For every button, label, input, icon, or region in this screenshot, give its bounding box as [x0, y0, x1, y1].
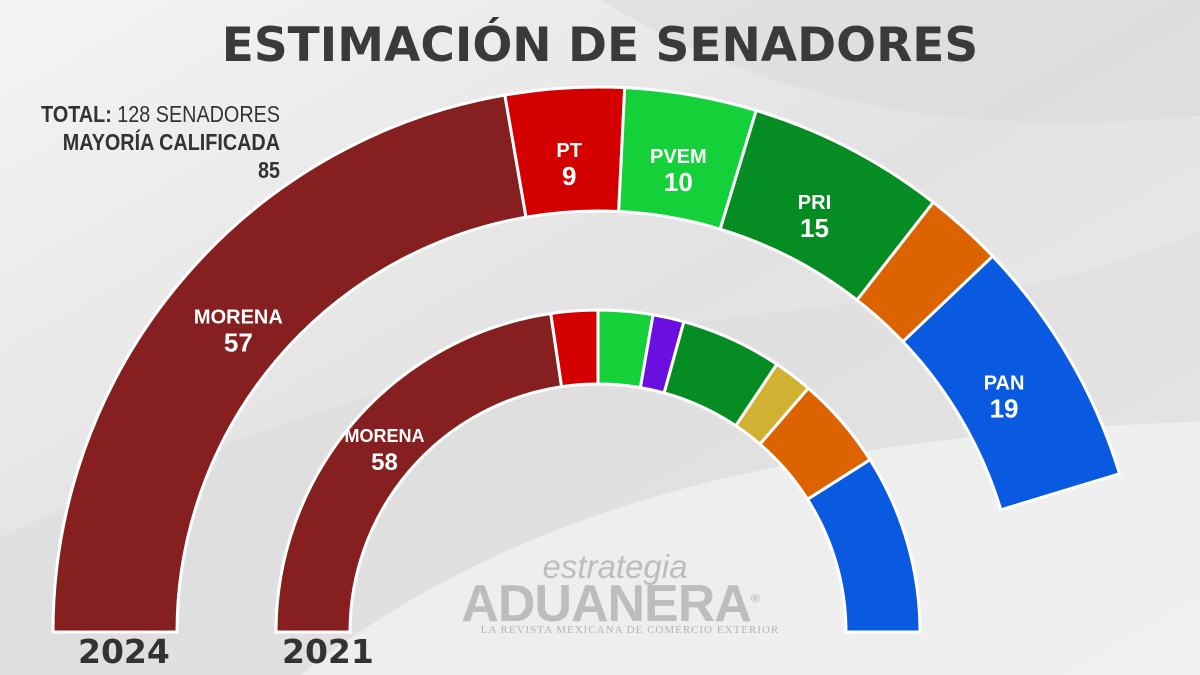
year-label-2021: 2021 [282, 632, 374, 671]
segment-2021-party-7 [805, 457, 922, 634]
segment-value-2024-pvem: 10 [664, 167, 693, 197]
segment-value-2024-pt: 9 [562, 161, 576, 191]
logo-main-text: ADUANERA® [430, 574, 790, 634]
chart-title: ESTIMACIÓN DE SENADORES [221, 18, 979, 73]
segment-2024-pan [900, 254, 1122, 512]
segment-label-2024-pan: PAN [984, 372, 1025, 394]
logo-wordmark: ADUANERA [461, 575, 752, 633]
segment-label-2024-pvem: PVEM [650, 146, 707, 168]
total-line: TOTAL: 128 SENADORES [39, 100, 280, 128]
segment-value-2024-pri: 15 [800, 213, 829, 243]
registered-mark: ® [750, 591, 760, 606]
segment-label-2024-pri: PRI [798, 192, 831, 214]
segment-value-2024-morena: 57 [224, 327, 253, 357]
majority-line: MAYORÍA CALIFICADA 85 [62, 129, 281, 183]
seat-info: TOTAL: 128 SENADORES MAYORÍA CALIFICADA … [39, 100, 280, 184]
segment-label-2024-morena: MORENA [194, 306, 283, 328]
segment-value-2021-morena: 58 [371, 449, 398, 476]
brand-logo: estrategia ADUANERA® LA REVISTA MEXICANA… [430, 548, 790, 638]
year-label-2024: 2024 [78, 632, 170, 671]
segment-2024-morena [51, 93, 528, 634]
total-label: TOTAL: [41, 101, 112, 127]
logo-top-text: estrategia [542, 548, 688, 585]
logo-subtitle: LA REVISTA MEXICANA DE COMERCIO EXTERIOR [480, 624, 780, 636]
segment-value-2024-pan: 19 [990, 393, 1019, 423]
segment-label-2024-pt: PT [556, 140, 582, 162]
segment-label-2021-morena: MORENA [344, 426, 424, 446]
total-value: 128 SENADORES [117, 101, 280, 127]
